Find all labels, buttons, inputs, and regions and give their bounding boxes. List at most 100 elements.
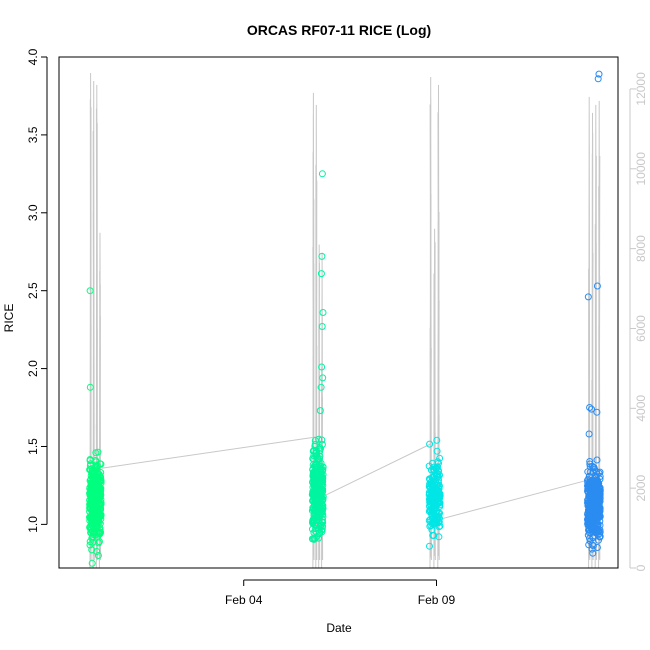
data-point: [589, 542, 597, 550]
data-point: [595, 536, 602, 544]
data-point: [593, 544, 601, 551]
data-point-outlier: [585, 430, 593, 438]
data-point-outlier: [318, 363, 326, 371]
data-point: [318, 486, 326, 494]
data-point-outlier: [584, 293, 592, 301]
data-point-outlier: [433, 436, 441, 444]
data-point: [587, 501, 595, 509]
data-point: [585, 508, 593, 516]
data-point: [95, 482, 103, 490]
data-point: [596, 490, 604, 498]
data-point: [585, 479, 593, 487]
data-point: [584, 482, 592, 490]
data-point: [428, 492, 436, 500]
data-point: [318, 528, 326, 536]
data-point: [97, 477, 105, 485]
data-point-outlier: [588, 405, 595, 413]
data-point: [432, 501, 440, 509]
data-point: [591, 465, 599, 473]
data-point: [311, 490, 319, 498]
data-point: [310, 468, 318, 476]
data-point: [96, 501, 104, 509]
data-point: [93, 522, 101, 530]
data-point: [429, 507, 437, 515]
data-point: [593, 506, 601, 514]
data-point: [596, 530, 603, 538]
y-tick-label: 3.0: [26, 204, 40, 221]
y2-tick-label: 8000: [634, 235, 648, 262]
data-point: [308, 535, 316, 543]
series-2: [308, 170, 327, 543]
data-point-outlier: [435, 533, 443, 541]
series-1: [86, 287, 105, 567]
y2-tick-label: 4000: [634, 395, 648, 422]
data-point: [95, 471, 103, 478]
data-point-outlier: [86, 287, 94, 295]
data-point: [319, 495, 327, 503]
data-point: [311, 442, 319, 450]
data-point: [596, 473, 604, 480]
y2-tick-label: 0: [634, 564, 648, 571]
data-point: [426, 440, 434, 448]
data-point-outlier: [593, 408, 601, 416]
data-point: [310, 507, 318, 515]
data-point: [313, 449, 321, 457]
data-point-outlier: [317, 383, 325, 391]
data-point: [93, 493, 100, 501]
data-point: [312, 482, 320, 490]
data-point: [426, 476, 434, 483]
data-point: [95, 485, 103, 493]
secondary-connector-1: [101, 435, 322, 469]
y2-tick-label: 2000: [634, 475, 648, 502]
data-point: [425, 517, 433, 524]
secondary-series-layer: [89, 72, 601, 569]
data-point: [433, 514, 441, 522]
data-point: [89, 501, 97, 509]
data-point: [93, 548, 101, 555]
data-point: [309, 483, 317, 491]
data-point-outlier: [318, 252, 326, 260]
data-point: [586, 516, 594, 524]
data-point: [436, 494, 444, 502]
data-point: [589, 549, 597, 557]
data-point-outlier: [319, 374, 327, 382]
data-point: [93, 505, 101, 513]
data-point: [433, 447, 441, 455]
data-point: [589, 484, 597, 492]
data-point: [91, 470, 99, 478]
data-point-outlier: [586, 404, 594, 411]
data-point-outlier: [88, 559, 96, 567]
data-point: [86, 541, 94, 549]
data-point: [86, 500, 94, 508]
x-tick-label: Feb 04: [225, 593, 263, 607]
data-point: [589, 488, 597, 496]
data-point: [432, 507, 440, 515]
data-point: [593, 513, 601, 521]
points-layer: [86, 70, 604, 567]
data-point: [94, 552, 102, 559]
data-point: [596, 468, 604, 476]
data-point: [588, 489, 596, 497]
y-tick-label: 2.0: [26, 360, 40, 377]
data-point: [586, 537, 594, 545]
data-point: [585, 521, 593, 529]
data-point: [589, 464, 597, 472]
data-point: [593, 456, 601, 464]
data-point: [95, 538, 103, 546]
data-point-outlier: [594, 75, 602, 83]
y-tick-label: 1.0: [26, 516, 40, 533]
data-point: [311, 449, 319, 457]
data-point: [317, 493, 325, 501]
data-point: [436, 522, 444, 530]
data-point: [592, 478, 600, 486]
data-point: [312, 461, 320, 469]
data-point-outlier: [86, 383, 94, 391]
data-point: [596, 488, 604, 495]
data-point: [427, 488, 435, 495]
data-point: [97, 528, 105, 536]
data-point: [596, 533, 604, 541]
y-tick-label: 3.5: [26, 126, 40, 143]
data-point: [319, 463, 327, 471]
